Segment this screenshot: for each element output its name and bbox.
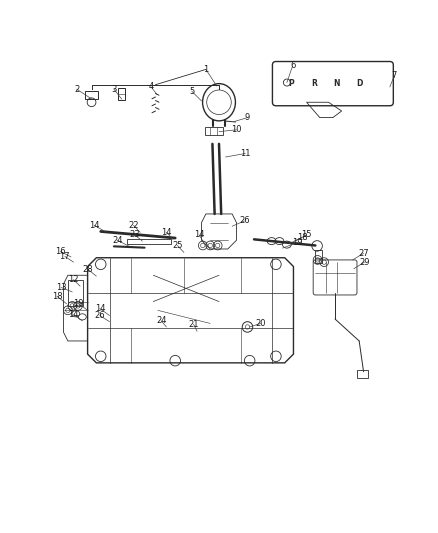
- Text: 25: 25: [172, 241, 183, 250]
- Text: 18: 18: [52, 292, 62, 301]
- Text: 16: 16: [55, 247, 66, 256]
- Text: D: D: [357, 79, 363, 88]
- Bar: [127, 239, 171, 244]
- Text: 28: 28: [82, 264, 93, 273]
- Text: 6: 6: [290, 61, 295, 70]
- Text: 2: 2: [74, 85, 79, 94]
- Text: 7: 7: [392, 71, 397, 80]
- Text: 14: 14: [68, 310, 79, 319]
- Text: 26: 26: [95, 311, 105, 320]
- Text: 11: 11: [240, 149, 251, 158]
- Text: 24: 24: [112, 236, 123, 245]
- Text: 14: 14: [161, 228, 172, 237]
- Text: 24: 24: [156, 316, 166, 325]
- Text: 14: 14: [95, 304, 105, 313]
- Text: 18: 18: [297, 233, 307, 242]
- Bar: [315, 250, 322, 263]
- Text: 13: 13: [56, 283, 67, 292]
- Text: P: P: [288, 79, 294, 88]
- Text: 14: 14: [194, 230, 205, 239]
- Text: 26: 26: [239, 216, 250, 225]
- Text: 21: 21: [188, 320, 199, 329]
- Text: 17: 17: [60, 252, 70, 261]
- Text: 10: 10: [231, 125, 242, 134]
- Bar: [357, 370, 368, 378]
- Text: 20: 20: [255, 319, 266, 328]
- Text: 27: 27: [358, 249, 369, 258]
- Text: 23: 23: [130, 230, 140, 239]
- Text: N: N: [334, 79, 340, 88]
- Bar: [85, 91, 98, 99]
- Text: 15: 15: [301, 230, 312, 239]
- Text: 1: 1: [203, 65, 208, 74]
- Text: 9: 9: [245, 113, 250, 122]
- Text: 22: 22: [128, 221, 139, 230]
- Text: 5: 5: [189, 87, 194, 96]
- Text: 14: 14: [89, 221, 99, 230]
- Text: 12: 12: [68, 275, 79, 284]
- Text: 4: 4: [148, 83, 154, 92]
- Text: R: R: [311, 79, 317, 88]
- Text: 3: 3: [111, 85, 117, 94]
- Text: 19: 19: [74, 299, 84, 308]
- Bar: [205, 127, 223, 135]
- Text: 29: 29: [359, 257, 370, 266]
- Bar: [118, 88, 125, 100]
- Text: 19: 19: [293, 238, 303, 247]
